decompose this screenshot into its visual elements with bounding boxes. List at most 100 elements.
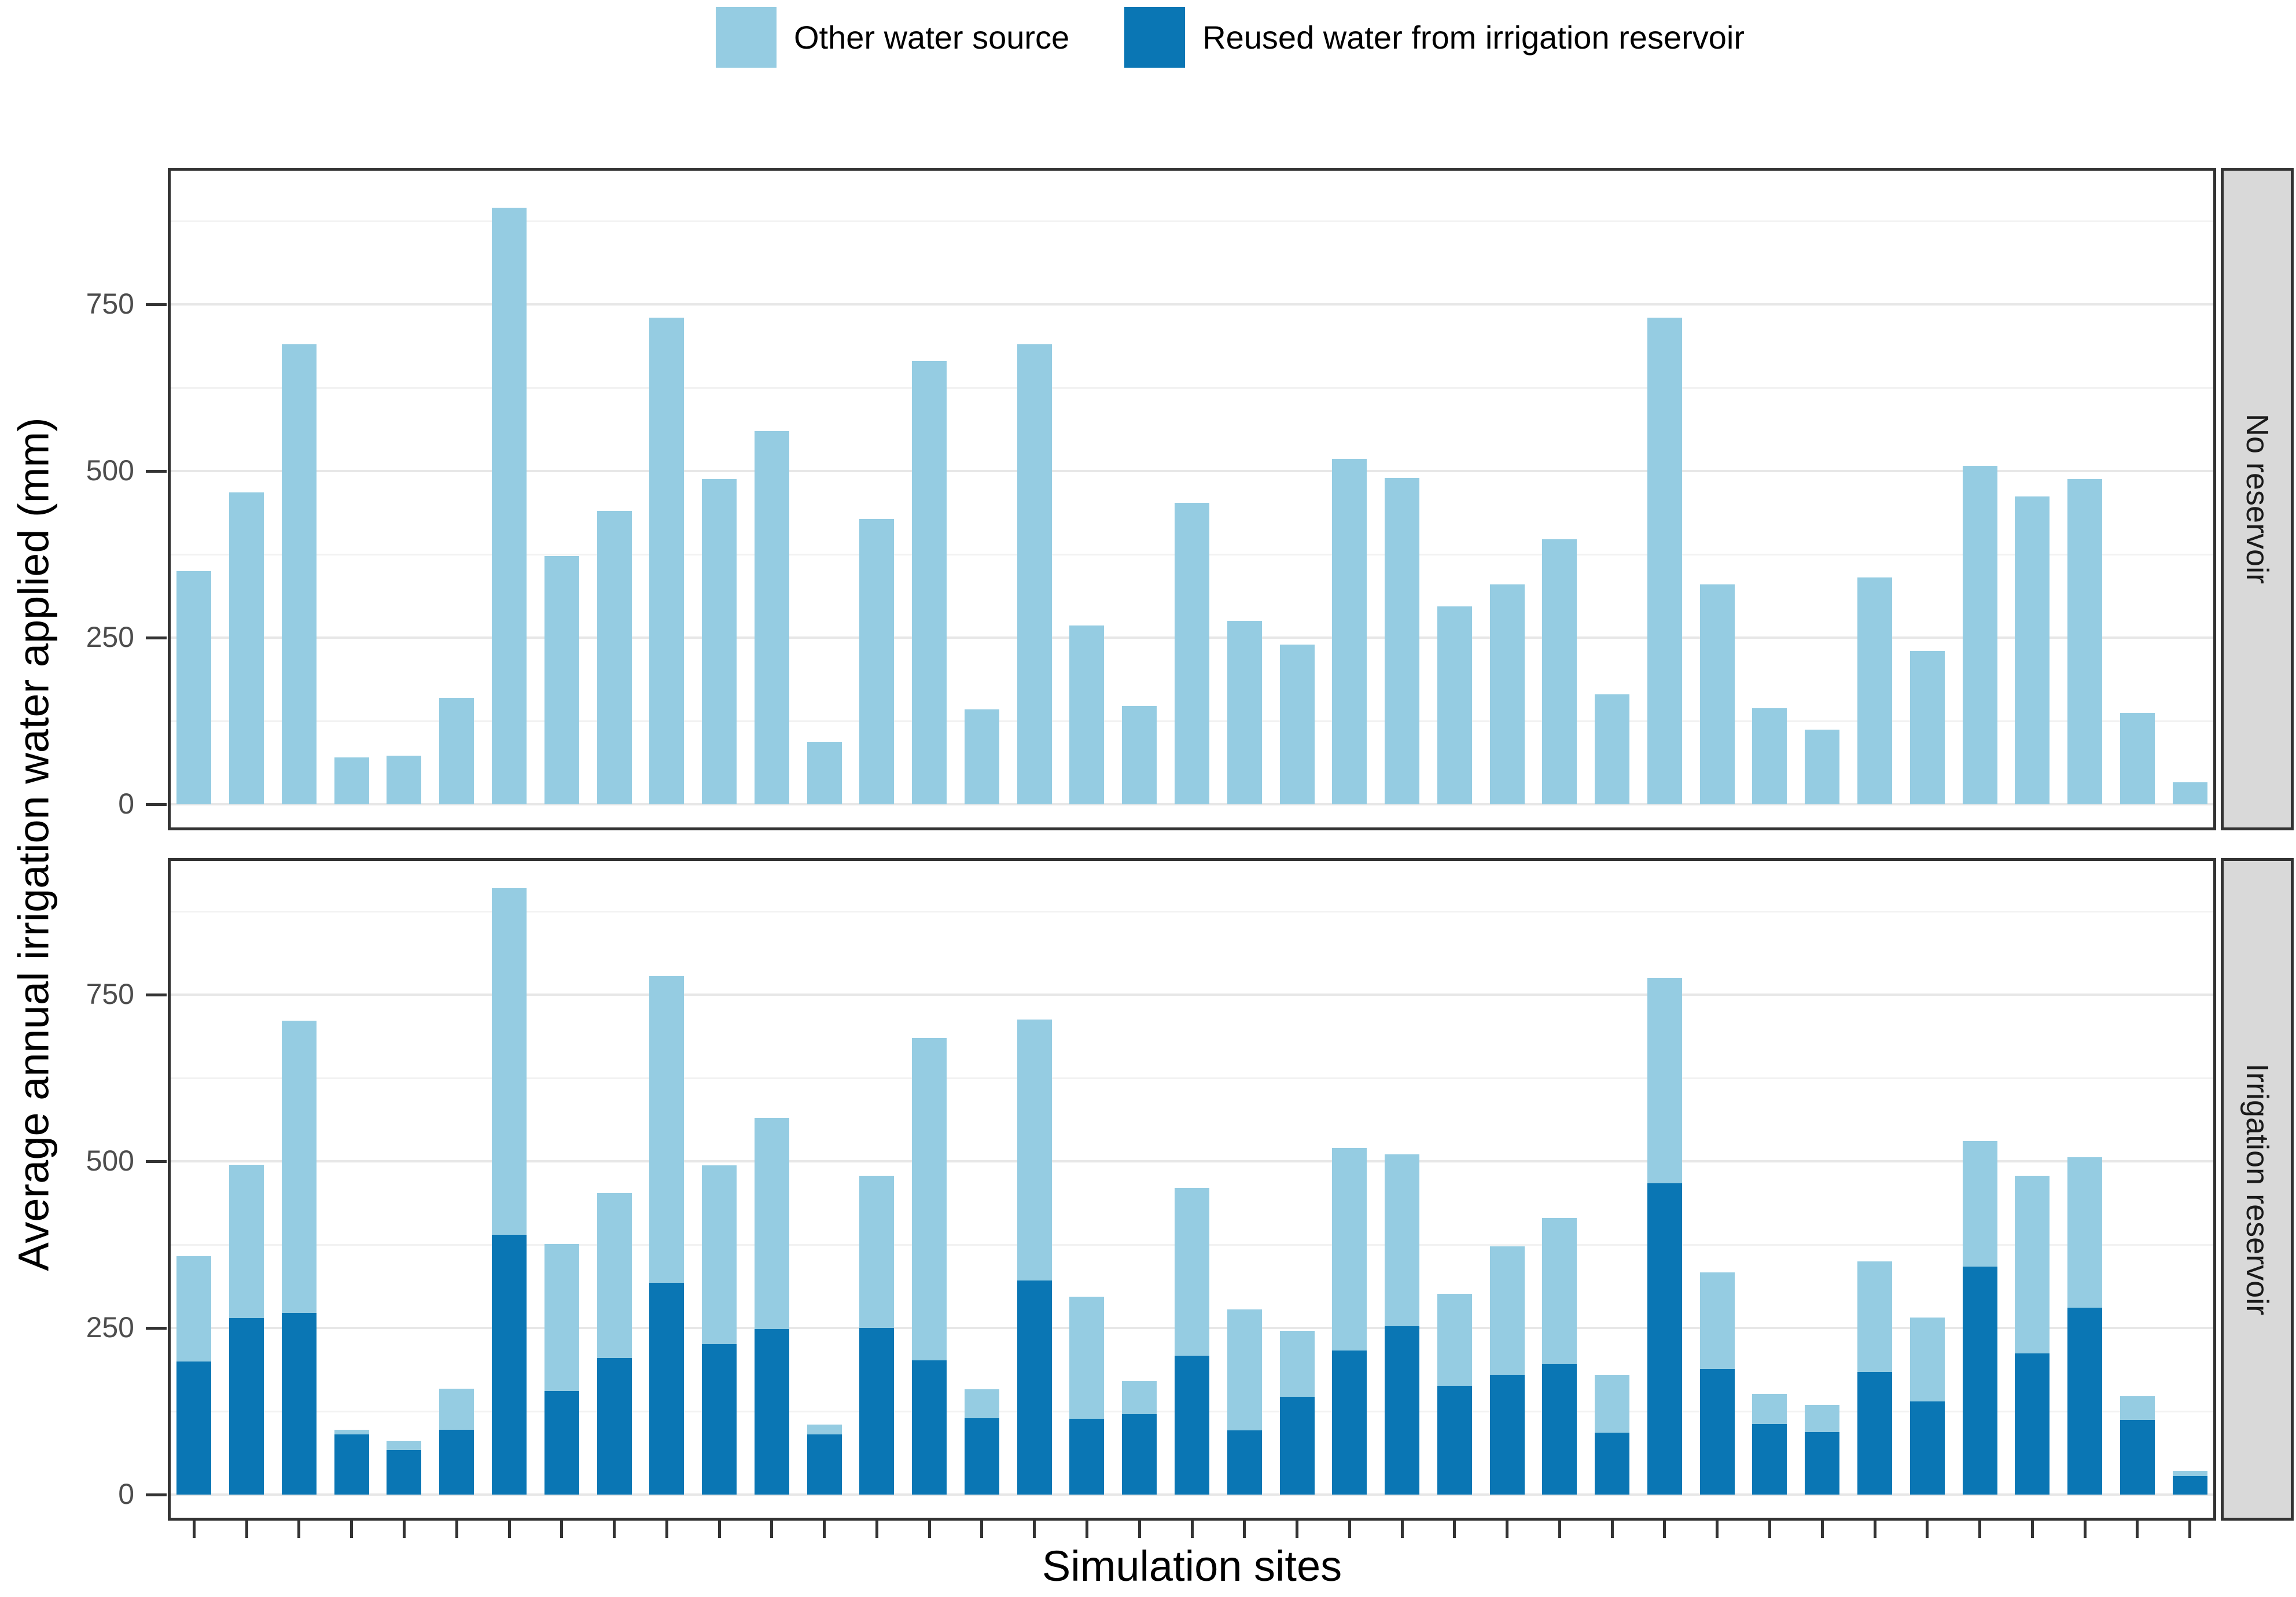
x-axis-title: Simulation sites: [1042, 1542, 1342, 1590]
bar-segment: [1332, 1351, 1367, 1495]
bar-segment: [964, 709, 999, 804]
bar-segment: [1332, 459, 1367, 804]
x-tick-mark: [192, 1521, 196, 1538]
x-tick-mark: [402, 1521, 406, 1538]
legend-label-reused: Reused water from irrigation reservoir: [1202, 19, 1745, 56]
y-tick-label: 0: [118, 788, 134, 820]
bar-segment: [1962, 465, 1997, 804]
x-tick-mark: [560, 1521, 564, 1538]
bar-segment: [1122, 705, 1157, 804]
x-tick-mark: [1558, 1521, 1561, 1538]
x-tick-mark: [1138, 1521, 1141, 1538]
bar-segment: [176, 571, 212, 804]
bar-segment: [1909, 1401, 1945, 1495]
bar-segment: [439, 697, 474, 804]
bar-segment: [1017, 1280, 1052, 1495]
x-tick-mark: [1873, 1521, 1876, 1538]
bar-segment: [281, 1020, 317, 1313]
bar-segment: [1805, 1404, 1840, 1432]
bar-segment: [1542, 1217, 1577, 1364]
x-tick-mark: [1610, 1521, 1614, 1538]
bar-segment: [1962, 1267, 1997, 1495]
bar-segment: [2067, 1157, 2103, 1308]
bar-segment: [807, 1434, 842, 1495]
y-tick-mark: [146, 803, 167, 806]
x-tick-mark: [507, 1521, 511, 1538]
x-tick-mark: [2030, 1521, 2034, 1538]
bar-segment: [1962, 1141, 1997, 1267]
bar-segment: [1805, 729, 1840, 804]
x-tick-mark: [1348, 1521, 1351, 1538]
facet-strip-label: Irrigation reservoir: [2240, 1063, 2275, 1316]
x-tick-mark: [1085, 1521, 1088, 1538]
bar-segment: [1752, 708, 1787, 804]
bar-segment: [544, 1391, 579, 1495]
bar-segment: [439, 1388, 474, 1430]
bar-segment: [1069, 625, 1105, 804]
bar-segment: [1699, 584, 1735, 804]
bar-segment: [2067, 1308, 2103, 1495]
legend-item-other: Other water source: [716, 7, 1069, 68]
bar-segment: [649, 976, 685, 1283]
bar-segment: [1122, 1414, 1157, 1495]
facet-strip-no-reservoir: No reservoir: [2221, 168, 2294, 830]
major-gridline: [168, 993, 2216, 996]
bar-segment: [859, 1328, 895, 1495]
minor-gridline: [168, 387, 2216, 389]
bar-segment: [1595, 1374, 1630, 1433]
bar-segment: [807, 1425, 842, 1435]
x-tick-mark: [1033, 1521, 1036, 1538]
bar-segment: [1385, 477, 1420, 804]
bar-segment: [1857, 577, 1892, 804]
panel-no-reservoir: [168, 168, 2216, 830]
x-tick-mark: [2188, 1521, 2192, 1538]
bar-segment: [1385, 1326, 1420, 1495]
bar-segment: [1857, 1261, 1892, 1372]
bar-segment: [859, 518, 895, 804]
bar-segment: [229, 1164, 264, 1318]
legend-swatch-reused-icon: [1124, 7, 1186, 68]
bar-segment: [1647, 318, 1682, 804]
bar-segment: [2172, 1475, 2207, 1495]
bar-segment: [2015, 1353, 2050, 1495]
bar-segment: [1175, 503, 1209, 804]
x-tick-mark: [823, 1521, 826, 1538]
minor-gridline: [168, 910, 2216, 912]
bar-segment: [649, 1282, 685, 1495]
bar-segment: [1385, 1154, 1420, 1326]
facet-strip-label: No reservoir: [2240, 414, 2275, 584]
x-tick-mark: [1820, 1521, 1824, 1538]
y-tick-label: 250: [86, 1311, 134, 1344]
x-tick-mark: [613, 1521, 616, 1538]
x-tick-mark: [928, 1521, 931, 1538]
x-tick-mark: [1453, 1521, 1456, 1538]
bar-segment: [1857, 1372, 1892, 1495]
bar-segment: [334, 1430, 369, 1435]
y-tick-mark: [146, 1160, 167, 1163]
major-gridline: [168, 303, 2216, 306]
bar-segment: [492, 1234, 527, 1495]
bar-segment: [1489, 1246, 1525, 1375]
bar-segment: [334, 757, 369, 804]
bar-segment: [1017, 344, 1052, 804]
y-tick-label: 500: [86, 454, 134, 487]
minor-gridline: [168, 220, 2216, 222]
bar-segment: [2015, 496, 2050, 804]
panel-irrigation-reservoir: [168, 858, 2216, 1521]
x-tick-mark: [1296, 1521, 1299, 1538]
bar-segment: [964, 1418, 999, 1495]
bar-segment: [2120, 1419, 2155, 1495]
bar-segment: [912, 1037, 947, 1361]
bar-segment: [1805, 1432, 1840, 1495]
bar-segment: [1279, 644, 1315, 804]
major-gridline: [168, 1160, 2216, 1162]
bar-segment: [1017, 1019, 1052, 1281]
bar-segment: [1647, 1183, 1682, 1495]
legend-swatch-other-icon: [716, 7, 777, 68]
bar-segment: [492, 207, 527, 804]
bar-segment: [1437, 606, 1472, 804]
bar-segment: [754, 430, 789, 804]
bar-segment: [597, 511, 632, 804]
x-tick-mark: [1190, 1521, 1194, 1538]
y-tick-label: 250: [86, 621, 134, 653]
